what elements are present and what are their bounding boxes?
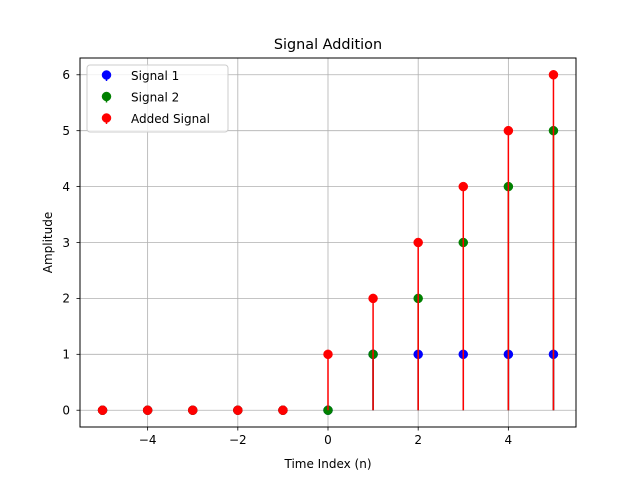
legend-label: Signal 1 bbox=[131, 69, 179, 83]
y-tick-label: 4 bbox=[62, 180, 70, 194]
stem-marker bbox=[503, 125, 514, 136]
stem-marker bbox=[278, 405, 288, 415]
legend-label: Signal 2 bbox=[131, 91, 179, 105]
stem-marker bbox=[323, 349, 333, 360]
x-tick-label: −4 bbox=[139, 433, 157, 447]
x-tick-label: 0 bbox=[324, 433, 332, 447]
stem-marker bbox=[187, 405, 198, 415]
y-tick-label: 6 bbox=[62, 68, 70, 82]
plot-area bbox=[97, 70, 559, 415]
y-tick-label: 5 bbox=[62, 124, 70, 138]
axis-ticks: −4 −2 0 2 4 0 1 2 3 4 5 6 bbox=[62, 68, 512, 447]
x-tick-label: 2 bbox=[414, 433, 422, 447]
chart-title: Signal Addition bbox=[274, 37, 382, 53]
stem-marker bbox=[97, 405, 108, 415]
y-tick-label: 0 bbox=[62, 404, 70, 418]
legend: Signal 1 Signal 2 Added Signal bbox=[86, 64, 229, 133]
grid bbox=[80, 58, 576, 427]
stem-marker bbox=[233, 405, 243, 415]
x-tick-label: 4 bbox=[505, 433, 513, 447]
legend-marker bbox=[101, 70, 112, 80]
y-tick-label: 3 bbox=[62, 236, 70, 250]
stem-marker bbox=[142, 405, 153, 415]
y-tick-label: 1 bbox=[62, 348, 70, 362]
x-tick-label: −2 bbox=[229, 433, 247, 447]
legend-marker bbox=[101, 91, 112, 102]
legend-frame bbox=[86, 64, 229, 133]
series-3 bbox=[97, 70, 559, 415]
legend-label: Added Signal bbox=[131, 112, 210, 126]
stem-marker bbox=[368, 293, 378, 304]
stem-marker bbox=[458, 181, 469, 192]
x-axis-title: Time Index (n) bbox=[284, 457, 372, 471]
y-tick-label: 2 bbox=[62, 292, 70, 306]
legend-marker bbox=[101, 113, 112, 123]
y-axis-title: Amplitude bbox=[41, 212, 55, 274]
stem-marker bbox=[548, 70, 559, 80]
stem-marker bbox=[413, 237, 423, 248]
